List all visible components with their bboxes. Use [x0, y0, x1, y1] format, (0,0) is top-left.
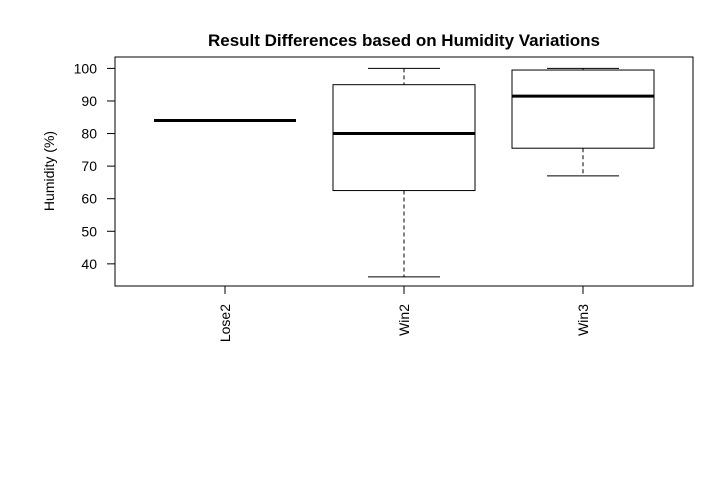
- y-ticks: 40 50 60 70 80 90 100: [74, 60, 115, 272]
- box-iqr: [511, 69, 655, 149]
- boxes: [154, 67, 655, 278]
- plot-frame: [114, 56, 694, 287]
- x-ticks: Lose2 Win2 Win3: [217, 286, 591, 342]
- y-tick-label: 90: [81, 93, 97, 109]
- y-tick-label: 40: [81, 256, 97, 272]
- box-iqr: [332, 84, 476, 192]
- y-tick-label: 60: [81, 191, 97, 207]
- x-tick-label-lose2: Lose2: [217, 304, 233, 342]
- box-win2: [332, 67, 476, 278]
- x-tick-label-win2: Win2: [396, 304, 412, 336]
- y-tick-label: 80: [81, 126, 97, 142]
- box-win3: [511, 67, 655, 177]
- y-tick-label: 50: [81, 223, 97, 239]
- y-tick-label: 100: [74, 60, 98, 76]
- y-tick-label: 70: [81, 158, 97, 174]
- chart-title: Result Differences based on Humidity Var…: [208, 31, 600, 50]
- y-axis-label: Humidity (%): [41, 131, 57, 211]
- x-tick-label-win3: Win3: [575, 304, 591, 336]
